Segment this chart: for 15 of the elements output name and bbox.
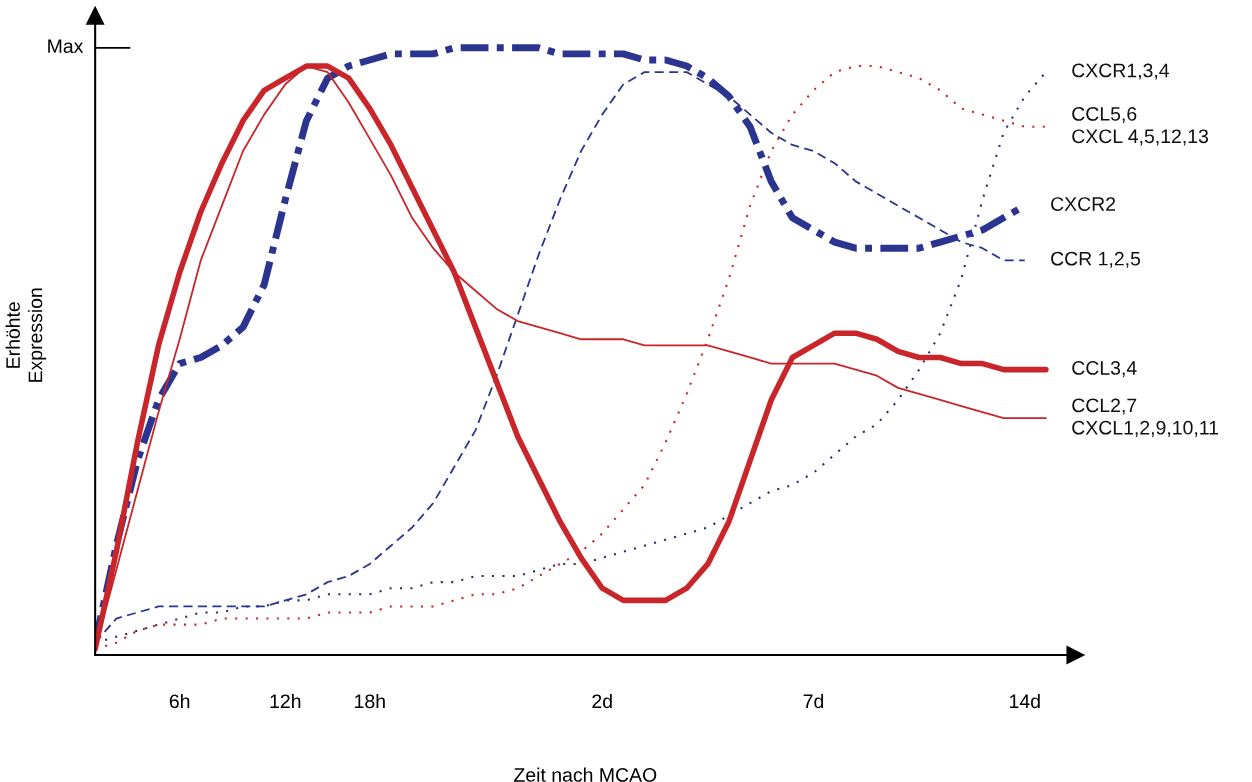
series-label: CCL3,4 bbox=[1072, 361, 1137, 378]
x-tick-label: 14d bbox=[1010, 693, 1040, 709]
x-tick-label: 2d bbox=[592, 693, 612, 709]
series-label: CCR 1,2,5 bbox=[1051, 251, 1141, 268]
series-label: CXCR1,3,4 bbox=[1072, 63, 1170, 80]
x-tick-label: 12h bbox=[270, 693, 301, 708]
x-tick-label: 7d bbox=[803, 693, 824, 709]
text: Max bbox=[48, 39, 84, 54]
x-tick-label: 18h bbox=[355, 693, 385, 709]
series-label: CCL5,6 CXCL 4,5,12,13 bbox=[1072, 107, 1209, 146]
x-axis-title: Zeit nach MCAO bbox=[514, 767, 657, 782]
series-label: CXCR2 bbox=[1051, 197, 1116, 211]
series-label: CCL2,7 CXCL1,2,9,10,11 bbox=[1072, 398, 1219, 437]
y-axis-title: Erhöhte Expression bbox=[5, 288, 47, 382]
x-tick-label: 6h bbox=[169, 693, 190, 709]
